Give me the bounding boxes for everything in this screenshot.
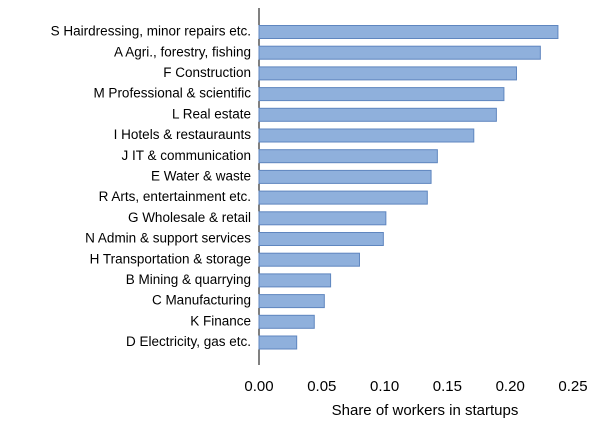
bar: [258, 107, 497, 122]
y-tick-label: L Real estate: [172, 106, 251, 121]
y-tick-label: J IT & communication: [121, 148, 251, 163]
bar: [258, 314, 315, 329]
x-axis-label: Share of workers in startups: [332, 402, 519, 419]
bar: [258, 169, 432, 184]
y-tick-label: N Admin & support services: [85, 231, 251, 246]
y-tick-label: B Mining & quarrying: [126, 272, 251, 287]
bar: [258, 45, 541, 60]
bar: [258, 294, 325, 309]
y-tick-label: C Manufacturing: [152, 293, 251, 308]
y-tick-label: R Arts, entertainment etc.: [99, 189, 251, 204]
y-tick-label: I Hotels & restauraunts: [114, 127, 252, 142]
bar: [258, 335, 298, 350]
y-tick-label: M Professional & scientific: [93, 86, 251, 101]
y-tick-label: F Construction: [163, 65, 251, 80]
bar: [258, 128, 475, 143]
y-tick-label: K Finance: [190, 313, 251, 328]
x-tick-label: 0.25: [558, 378, 587, 395]
bar: [258, 66, 517, 81]
x-tick-label: 0.05: [307, 378, 336, 395]
bar: [258, 87, 505, 102]
y-tick-label: D Electricity, gas etc.: [126, 334, 251, 349]
y-tick-label: H Transportation & storage: [90, 251, 251, 266]
y-tick-label: S Hairdressing, minor repairs etc.: [51, 24, 251, 39]
x-tick-label: 0.20: [496, 378, 525, 395]
bar: [258, 211, 387, 226]
bar: [258, 273, 332, 288]
y-tick-label: A Agri., forestry, fishing: [114, 44, 251, 59]
x-tick-label: 0.15: [433, 378, 462, 395]
bar: [258, 25, 559, 39]
bar: [258, 232, 384, 246]
y-tick-label: E Water & waste: [151, 168, 251, 183]
y-tick-label: G Wholesale & retail: [128, 210, 251, 225]
x-tick-label: 0.00: [244, 378, 273, 395]
x-tick-label: 0.10: [370, 378, 399, 395]
bar: [258, 149, 438, 164]
bar: [258, 190, 428, 205]
bar: [258, 252, 360, 267]
